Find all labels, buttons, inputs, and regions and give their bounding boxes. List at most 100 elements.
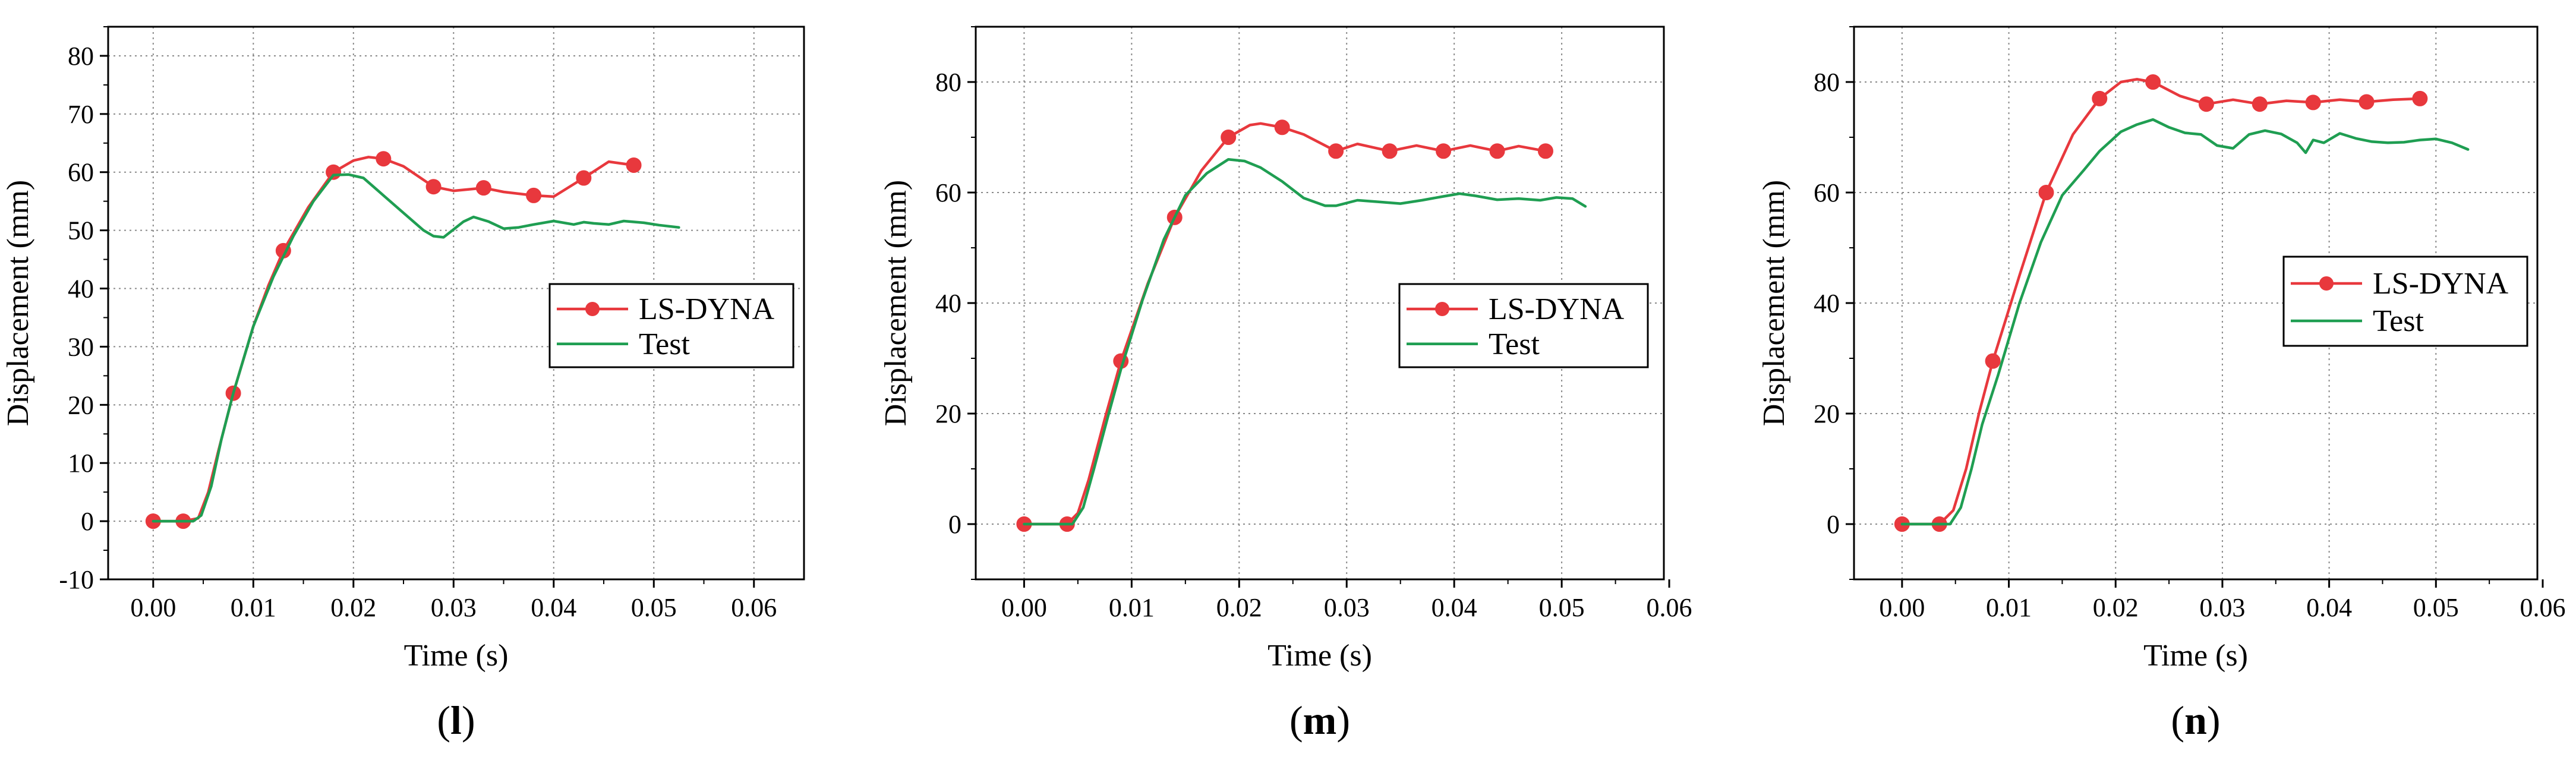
x-axis-title: Time (s) [404, 639, 509, 673]
y-tick-label: 60 [935, 178, 961, 207]
y-tick-label: 60 [68, 158, 94, 187]
legend-marker [1435, 302, 1449, 316]
panel-label-letter: n [2184, 698, 2207, 743]
x-tick-label: 0.01 [231, 593, 276, 622]
x-tick-label: 0.06 [2520, 593, 2565, 622]
data-point [475, 180, 491, 196]
data-point [576, 170, 592, 186]
y-axis-title: Displacement (mm) [879, 180, 913, 426]
legend-label: Test [1489, 327, 1540, 361]
grid [976, 27, 1664, 579]
plot-frame [107, 26, 805, 581]
grid [1854, 27, 2537, 579]
x-tick-label: 0.03 [431, 593, 477, 622]
chart-panel-m: 0.00 0.01 0.02 0.03 0.04 0.05 0.06 0 20 40 60 80 Tim… [879, 26, 1692, 743]
data-point [2092, 90, 2108, 106]
panel-label-open-paren: ( [2171, 698, 2184, 743]
data-point [2198, 96, 2214, 112]
y-tick-label: 40 [1814, 289, 1840, 318]
x-tick-label: 0.02 [2093, 593, 2139, 622]
series-line [1023, 157, 1587, 526]
data-point [1382, 143, 1398, 159]
panel-label-open-paren: ( [437, 698, 450, 743]
x-tick-label: 0.00 [1001, 593, 1047, 622]
y-tick-label: 30 [68, 332, 94, 361]
panel-label-close-paren: ) [2207, 698, 2221, 743]
y-tick-label: -10 [59, 565, 94, 594]
x-axis-title: Time (s) [2143, 639, 2248, 673]
legend-label: Test [2373, 304, 2424, 338]
data-point [1436, 143, 1452, 159]
x-tick-label: 0.06 [1647, 593, 1692, 622]
x-tick-label: 0.02 [1216, 593, 1262, 622]
legend-box [548, 283, 794, 368]
legend-label: LS-DYNA [1489, 292, 1625, 326]
x-tick-label: 0.00 [130, 593, 176, 622]
data-point [526, 187, 542, 203]
data-point [2305, 94, 2321, 111]
x-tick-label: 0.04 [531, 593, 576, 622]
data-point [626, 157, 642, 173]
data-point [1985, 353, 2001, 369]
data-point [376, 151, 392, 167]
panel-label-letter: m [1303, 698, 1337, 743]
y-tick-label: 20 [1814, 399, 1840, 428]
data-point [2359, 94, 2375, 110]
series-line [1900, 78, 2421, 526]
y-tick-label: 0 [948, 510, 961, 539]
series-line [1023, 122, 1547, 526]
x-tick-label: 0.04 [1432, 593, 1477, 622]
legend-label: Test [639, 327, 690, 361]
legend-marker [2319, 276, 2334, 291]
x-tick-label: 0.06 [731, 593, 777, 622]
legend-box [2282, 256, 2528, 347]
legend-box [1398, 283, 1649, 368]
data-point [2252, 96, 2268, 112]
y-tick-label: 50 [68, 216, 94, 245]
panel-label-letter: l [450, 698, 462, 743]
y-axis-title: Displacement (mm) [1, 180, 35, 426]
y-tick-label: 20 [68, 390, 94, 420]
y-tick-label: 80 [68, 42, 94, 71]
y-tick-label: 40 [68, 275, 94, 304]
panel-label: (l) [437, 698, 475, 743]
data-point [1489, 143, 1505, 159]
legend-label: LS-DYNA [2373, 267, 2509, 301]
series-test [1900, 118, 2470, 526]
x-tick-label: 0.03 [2199, 593, 2245, 622]
y-tick-label: 0 [1827, 510, 1840, 539]
series-ls-dyna [1894, 74, 2428, 532]
y-tick-label: 0 [81, 507, 94, 536]
data-point [1328, 143, 1344, 159]
x-axis-title: Time (s) [1267, 639, 1372, 673]
data-point [2038, 185, 2054, 200]
x-tick-label: 0.00 [1879, 593, 1925, 622]
data-point [2412, 90, 2428, 106]
legend-marker [585, 302, 600, 316]
grid [108, 27, 804, 579]
panel-label-close-paren: ) [462, 698, 475, 743]
x-tick-label: 0.05 [1539, 593, 1585, 622]
y-tick-label: 20 [935, 399, 961, 428]
y-tick-label: 40 [935, 289, 961, 318]
x-tick-label: 0.04 [2306, 593, 2352, 622]
data-point [425, 179, 442, 195]
data-point [1221, 130, 1237, 145]
series-line [1900, 118, 2470, 526]
chart-panel-l: 0.00 0.01 0.02 0.03 0.04 0.05 0.06 -10 0 10 20 30 40… [1, 26, 805, 743]
legend-label: LS-DYNA [639, 292, 775, 326]
chart-panel-n: 0.00 0.01 0.02 0.03 0.04 0.05 0.06 0 20 40 60 80 Tim… [1757, 26, 2565, 743]
x-tick-label: 0.05 [631, 593, 677, 622]
series-test [152, 173, 680, 523]
y-tick-label: 80 [1814, 68, 1840, 97]
y-axis-title: Displacement (mm) [1757, 180, 1791, 426]
x-tick-label: 0.02 [330, 593, 376, 622]
y-tick-label: 80 [935, 68, 961, 97]
panel-label: (n) [2171, 698, 2220, 743]
y-tick-label: 10 [68, 449, 94, 478]
data-point [1537, 143, 1553, 159]
series-test [1023, 157, 1587, 526]
